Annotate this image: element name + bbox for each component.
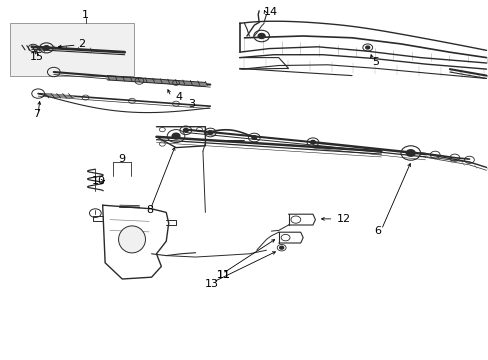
Text: 2: 2 (78, 39, 85, 49)
Ellipse shape (119, 226, 145, 253)
Text: 6: 6 (373, 226, 380, 236)
Circle shape (183, 129, 188, 132)
Circle shape (310, 140, 315, 144)
Text: 9: 9 (119, 154, 125, 164)
Circle shape (207, 131, 212, 134)
Text: 8: 8 (146, 204, 154, 215)
Text: 11: 11 (216, 270, 230, 280)
Text: 11: 11 (216, 270, 230, 280)
Circle shape (365, 46, 369, 49)
Text: 12: 12 (336, 214, 350, 224)
Circle shape (43, 46, 49, 50)
Text: 14: 14 (264, 7, 278, 17)
Text: 13: 13 (204, 279, 218, 289)
Text: 10: 10 (92, 176, 106, 186)
Circle shape (172, 133, 180, 139)
Text: 7: 7 (33, 109, 41, 120)
Circle shape (251, 136, 256, 139)
Text: 15: 15 (29, 52, 43, 62)
Circle shape (279, 246, 283, 249)
Text: 4: 4 (175, 92, 182, 102)
FancyBboxPatch shape (10, 23, 134, 76)
Circle shape (406, 150, 414, 156)
Circle shape (258, 33, 264, 39)
Text: 5: 5 (372, 57, 379, 67)
Text: 3: 3 (188, 99, 195, 109)
Text: 1: 1 (82, 10, 89, 20)
